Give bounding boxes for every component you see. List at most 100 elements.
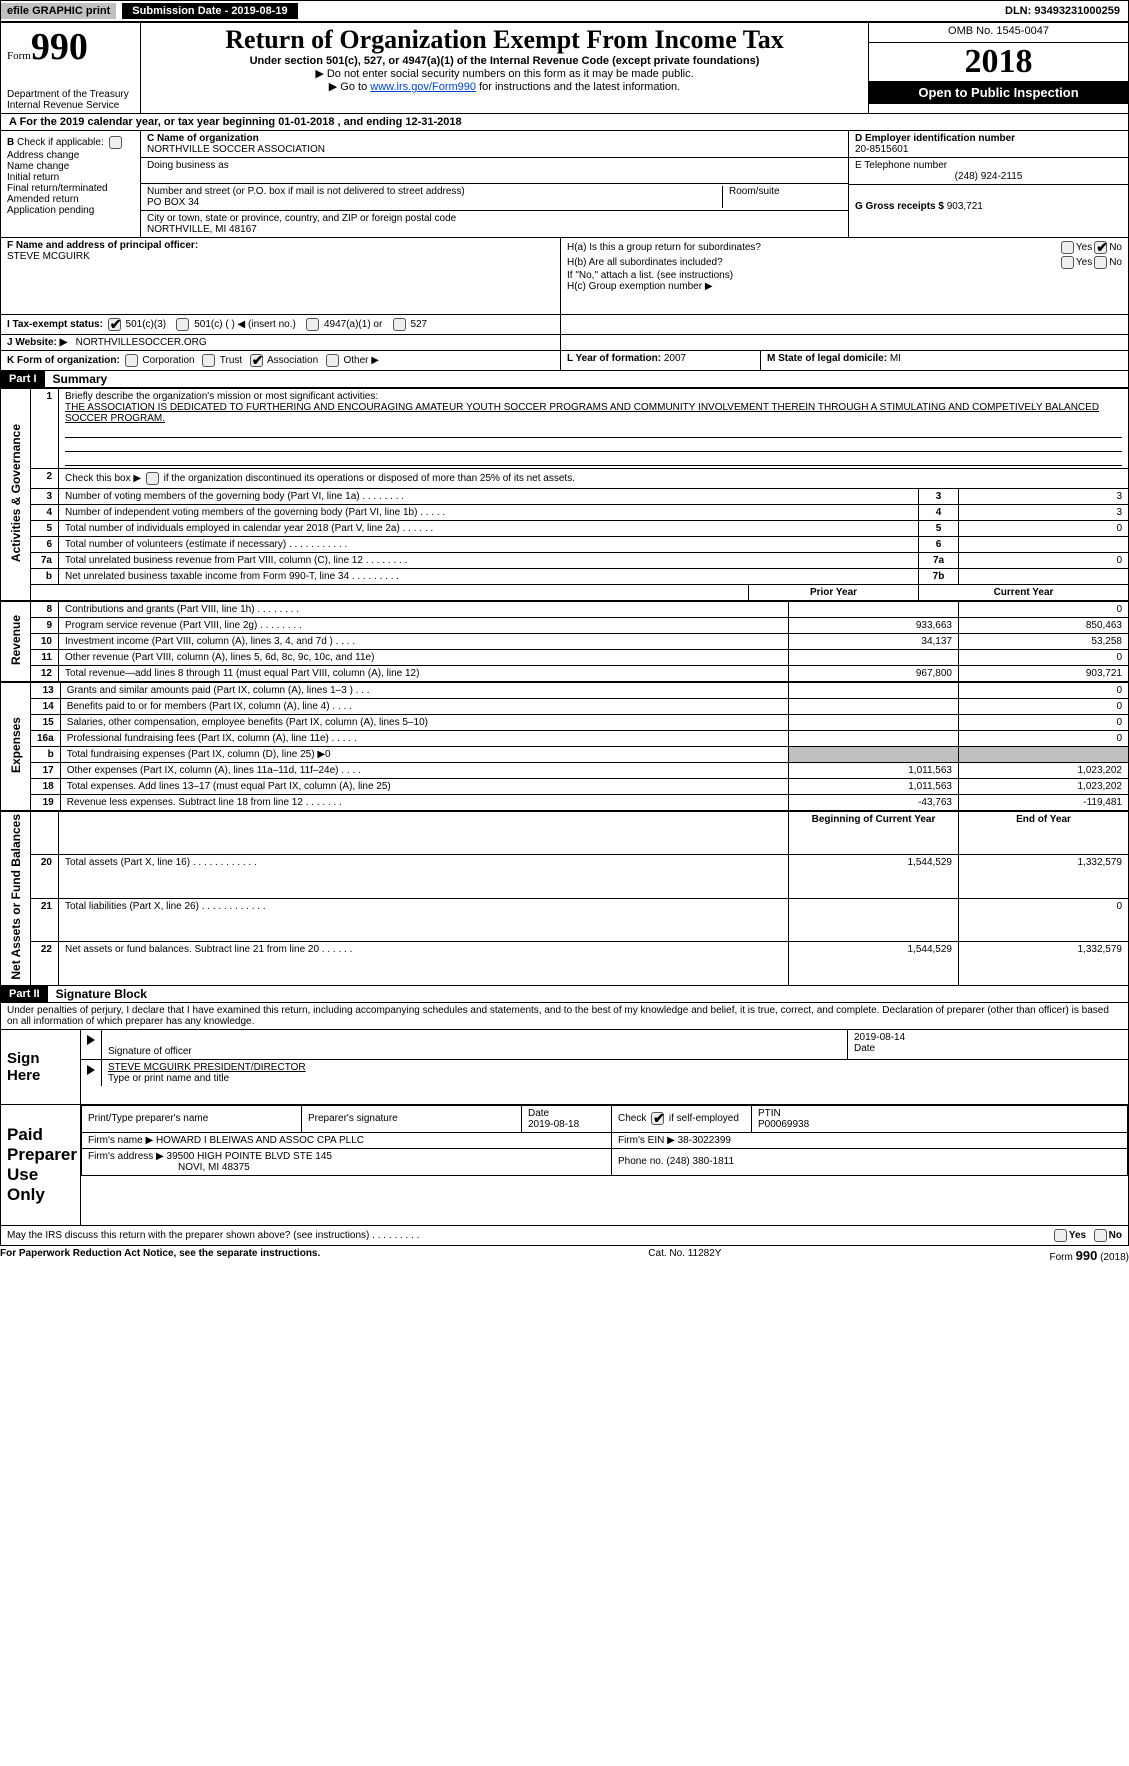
b-check-if: Check if applicable: (17, 137, 104, 148)
k-opt: Other ▶ (343, 355, 378, 366)
line-num: 10 (31, 634, 59, 650)
revenue-table: Revenue 8 Contributions and grants (Part… (0, 601, 1129, 682)
k-opt: Trust (220, 355, 242, 366)
line-desc: Salaries, other compensation, employee b… (60, 715, 788, 731)
discuss-row: May the IRS discuss this return with the… (0, 1226, 1129, 1246)
i-opt: 527 (410, 319, 427, 330)
line-desc: Benefits paid to or for members (Part IX… (60, 699, 788, 715)
mission-text: THE ASSOCIATION IS DEDICATED TO FURTHERI… (65, 402, 1099, 424)
line-num: b (31, 569, 59, 585)
checkbox-icon[interactable] (108, 318, 121, 331)
checkbox-icon[interactable] (125, 354, 138, 367)
line-num: 18 (31, 779, 61, 795)
yes-label: Yes (1069, 1230, 1086, 1241)
prior-val: 34,137 (789, 634, 959, 650)
form-label: Form (7, 50, 31, 62)
current-val: 0 (959, 699, 1129, 715)
g-label: G Gross receipts $ (855, 201, 944, 212)
net-vert-label: Net Assets or Fund Balances (9, 814, 23, 980)
firm-phone-value: (248) 380-1811 (666, 1156, 734, 1167)
checkbox-icon[interactable] (146, 472, 159, 485)
top-bar: efile GRAPHIC print Submission Date - 20… (0, 0, 1129, 22)
line-box: 7b (919, 569, 959, 585)
prep-name-label: Print/Type preparer's name (88, 1113, 208, 1124)
summary-line: 5 Total number of individuals employed i… (1, 521, 1129, 537)
summary-line: 6 Total number of volunteers (estimate i… (1, 537, 1129, 553)
checkbox-icon[interactable] (250, 354, 263, 367)
section-f-h: F Name and address of principal officer:… (0, 238, 1129, 315)
line-box: 6 (919, 537, 959, 553)
checkbox-icon[interactable] (326, 354, 339, 367)
m-label: M State of legal domicile: (767, 353, 887, 364)
prior-val (789, 602, 959, 618)
checkbox-icon[interactable] (176, 318, 189, 331)
line-num: 17 (31, 763, 61, 779)
checkbox-icon[interactable] (1094, 1229, 1107, 1242)
hc-label: H(c) Group exemption number ▶ (567, 281, 1122, 292)
b-item: Amended return (7, 194, 134, 205)
prior-val: 1,011,563 (789, 763, 959, 779)
exp-vert-label: Expenses (9, 717, 23, 773)
form-number: 990 (31, 26, 88, 68)
irs-link[interactable]: www.irs.gov/Form990 (370, 81, 476, 93)
note2-post: for instructions and the latest informat… (476, 81, 680, 93)
part2-header: Part II (1, 986, 48, 1002)
form-footer: For Paperwork Reduction Act Notice, see … (0, 1246, 1129, 1265)
eoy-val: 0 (959, 898, 1129, 941)
checkbox-icon[interactable] (1094, 241, 1107, 254)
paid-preparer-section: Paid Preparer Use Only Print/Type prepar… (0, 1105, 1129, 1226)
footer-left: For Paperwork Reduction Act Notice, see … (0, 1248, 320, 1263)
prior-val: 1,011,563 (789, 779, 959, 795)
line-num: 2 (31, 469, 59, 489)
form-note-link: ▶ Go to www.irs.gov/Form990 for instruct… (147, 80, 862, 93)
eoy-val: 1,332,579 (959, 942, 1129, 985)
line-num: 13 (31, 683, 61, 699)
part1-table: Activities & Governance 1 Briefly descri… (0, 388, 1129, 601)
yes-label: Yes (1076, 257, 1092, 268)
line-desc: Total number of volunteers (estimate if … (59, 537, 919, 553)
line-num: 15 (31, 715, 61, 731)
checkbox-icon[interactable] (306, 318, 319, 331)
line-box: 5 (919, 521, 959, 537)
d-label: D Employer identification number (855, 133, 1122, 144)
line-val (959, 569, 1129, 585)
line-desc: Other expenses (Part IX, column (A), lin… (60, 763, 788, 779)
current-val: 0 (959, 731, 1129, 747)
prior-val (789, 650, 959, 666)
line-box: 4 (919, 505, 959, 521)
line-box: 7a (919, 553, 959, 569)
boy-header: Beginning of Current Year (789, 812, 959, 855)
checkbox-icon[interactable] (202, 354, 215, 367)
grayed-cell (959, 747, 1129, 763)
checkbox-icon[interactable] (651, 1112, 664, 1125)
checkbox-icon[interactable] (393, 318, 406, 331)
rev-vert-label: Revenue (9, 615, 23, 665)
checkbox-icon[interactable] (1061, 256, 1074, 269)
checkbox-icon[interactable] (1094, 256, 1107, 269)
line-desc: Other revenue (Part VIII, column (A), li… (59, 650, 789, 666)
boy-val (789, 898, 959, 941)
prior-val (789, 683, 959, 699)
form-header: Form990 Department of the Treasury Inter… (0, 22, 1129, 114)
current-val: 903,721 (959, 666, 1129, 682)
line-num: 9 (31, 618, 59, 634)
arrow-icon (81, 1030, 102, 1059)
eoy-val: 1,332,579 (959, 855, 1129, 898)
i-opt: 501(c) ( ) ◀ (insert no.) (194, 319, 296, 330)
gross-receipts: 903,721 (947, 201, 983, 212)
checkbox-icon[interactable] (1054, 1229, 1067, 1242)
org-name: NORTHVILLE SOCCER ASSOCIATION (147, 144, 842, 155)
part2-header-row: Part II Signature Block (0, 986, 1129, 1003)
line-num: 7a (31, 553, 59, 569)
section-j: J Website: ▶ NORTHVILLESOCCER.ORG (0, 335, 1129, 351)
phone-value: (248) 924-2115 (855, 171, 1122, 182)
line-num: 11 (31, 650, 59, 666)
line-val (959, 537, 1129, 553)
netassets-table: Net Assets or Fund Balances Beginning of… (0, 811, 1129, 986)
checkbox-icon[interactable] (1061, 241, 1074, 254)
current-val: 1,023,202 (959, 779, 1129, 795)
b-item: Final return/terminated (7, 183, 134, 194)
prior-year-header: Prior Year (749, 585, 919, 601)
boy-val: 1,544,529 (789, 942, 959, 985)
checkbox-icon[interactable] (109, 136, 122, 149)
